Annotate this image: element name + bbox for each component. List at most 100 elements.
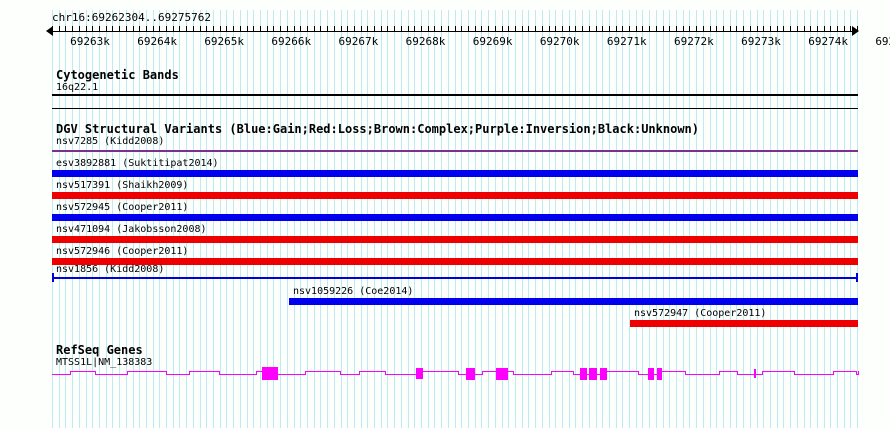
- ruler-tick: [669, 26, 670, 32]
- ruler-tick: [381, 26, 382, 32]
- cytoband-bar[interactable]: [52, 94, 858, 96]
- dgv-variant-bar[interactable]: [289, 298, 858, 305]
- gene-exon[interactable]: [754, 369, 756, 378]
- cytoband-label[interactable]: 16q22.1: [56, 82, 99, 93]
- dgv-track-label[interactable]: nsv572946 (Cooper2011): [56, 246, 189, 257]
- gene-exon[interactable]: [657, 368, 662, 380]
- ruler-tick: [247, 26, 248, 32]
- gene-exon[interactable]: [466, 368, 475, 380]
- ruler-tick: [408, 26, 409, 32]
- ruler-tick: [736, 26, 737, 32]
- ruler-tick: [542, 26, 543, 32]
- ruler-tick-label: 69269k: [472, 35, 513, 48]
- ruler-tick: [783, 26, 784, 32]
- ruler-tick: [804, 26, 805, 32]
- ruler-tick: [106, 26, 107, 32]
- ruler-tick: [555, 26, 556, 32]
- gene-intron-segment: [602, 371, 638, 372]
- gene-intron-joint: [305, 371, 306, 375]
- ruler-tick: [65, 26, 66, 32]
- ruler-tick: [428, 26, 429, 32]
- ruler-tick-label: 69267k: [338, 35, 379, 48]
- gene-exon[interactable]: [416, 368, 423, 379]
- dgv-variant-bar[interactable]: [52, 214, 858, 221]
- gene-intron-joint: [794, 371, 795, 375]
- ruler-tick: [636, 26, 637, 32]
- dgv-track-label[interactable]: esv3892881 (Suktitipat2014): [56, 158, 219, 169]
- ruler-tick: [810, 26, 811, 32]
- dgv-variant-bar[interactable]: [52, 258, 858, 265]
- ruler-tick: [830, 26, 831, 32]
- gene-intron-joint: [858, 371, 859, 375]
- ruler-tick: [341, 26, 342, 32]
- dgv-track-label[interactable]: nsv471094 (Jakobsson2008): [56, 224, 207, 235]
- ruler-tick: [320, 26, 321, 32]
- dgv-track-label[interactable]: nsv1059226 (Coe2014): [293, 286, 414, 297]
- ruler-tick: [401, 26, 402, 32]
- gene-exon[interactable]: [580, 368, 587, 380]
- ruler-tick: [347, 26, 348, 32]
- dgv-variant-bar[interactable]: [52, 170, 858, 177]
- ruler-tick: [79, 26, 80, 32]
- ruler-tick: [589, 26, 590, 32]
- gene-intron-joint: [189, 371, 190, 375]
- gene-exon[interactable]: [496, 368, 508, 380]
- ruler-tick: [676, 26, 677, 32]
- ruler-tick: [166, 26, 167, 32]
- ruler-tick: [280, 26, 281, 32]
- ruler-tick: [146, 26, 147, 32]
- dgv-track-label[interactable]: nsv572945 (Cooper2011): [56, 202, 189, 213]
- gene-intron-joint: [359, 371, 360, 375]
- ruler-tick: [642, 26, 643, 32]
- ruler-tick: [367, 26, 368, 32]
- gene-intron-joint: [513, 371, 514, 375]
- gene-exon[interactable]: [600, 368, 607, 380]
- gene-intron-segment: [418, 371, 458, 372]
- gene-exon[interactable]: [262, 367, 278, 380]
- ruler-tick: [253, 26, 254, 32]
- dgv-variant-bar[interactable]: [52, 236, 858, 243]
- ruler-tick-label: 69273k: [741, 35, 781, 48]
- ruler-tick: [710, 26, 711, 32]
- ruler-tick: [327, 26, 328, 32]
- gene-label-mtss1l[interactable]: MTSS1L|NM_138383: [56, 357, 153, 368]
- ruler-tick: [361, 26, 362, 32]
- ruler-tick: [703, 26, 704, 32]
- gene-intron-joint: [762, 371, 763, 375]
- dgv-track-label[interactable]: nsv1856 (Kidd2008): [56, 264, 165, 275]
- gene-intron-segment: [385, 374, 418, 375]
- gene-exon[interactable]: [648, 368, 654, 380]
- ruler-tick: [193, 26, 194, 32]
- ruler-tick: [213, 26, 214, 32]
- ruler-tick: [596, 26, 597, 32]
- ruler-tick-label: 69268k: [405, 35, 446, 48]
- ruler-tick: [481, 26, 482, 32]
- gene-intron-joint: [70, 371, 71, 375]
- dgv-track-label[interactable]: nsv7285 (Kidd2008): [56, 136, 165, 147]
- gene-intron-joint: [833, 371, 834, 375]
- dgv-variant-bar[interactable]: [52, 192, 858, 199]
- ruler-tick-label: 69272k: [674, 35, 714, 48]
- ruler-tick: [575, 26, 576, 32]
- ruler-right-arrow-icon: [852, 26, 859, 36]
- dgv-variant-bar[interactable]: [52, 277, 858, 279]
- ruler-tick: [515, 26, 516, 32]
- gene-exon[interactable]: [589, 368, 597, 380]
- ruler-tick: [844, 26, 845, 32]
- ruler-tick: [797, 26, 798, 32]
- dgv-track-label[interactable]: nsv517391 (Shaikh2009): [56, 180, 189, 191]
- gene-intron-joint: [95, 371, 96, 375]
- ruler-tick: [52, 26, 53, 32]
- ruler-tick-label: 69275k: [875, 35, 890, 48]
- ruler-tick: [173, 26, 174, 32]
- ruler-tick-label: 69264k: [137, 35, 177, 48]
- ruler-tick: [663, 26, 664, 32]
- dgv-variant-bar[interactable]: [52, 150, 858, 152]
- dgv-variant-bar[interactable]: [630, 320, 858, 327]
- dgv-track-label[interactable]: nsv572947 (Cooper2011): [634, 308, 767, 319]
- ruler-tick: [233, 26, 234, 32]
- gene-intron-joint: [737, 371, 738, 375]
- ruler-tick: [770, 26, 771, 32]
- ruler-tick: [267, 26, 268, 32]
- ruler-tick: [307, 26, 308, 32]
